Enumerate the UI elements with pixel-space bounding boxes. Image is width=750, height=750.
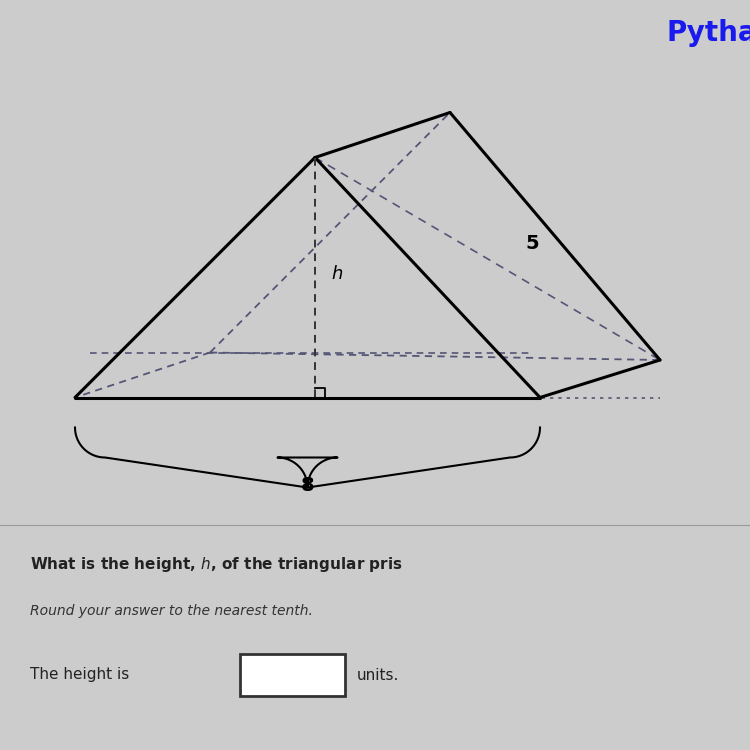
Text: 5: 5: [526, 234, 539, 254]
Text: The height is: The height is: [30, 668, 129, 682]
Text: h: h: [332, 265, 343, 283]
Text: units.: units.: [356, 668, 399, 682]
Text: Pytha: Pytha: [667, 19, 750, 46]
Text: What is the height, $h$, of the triangular pris: What is the height, $h$, of the triangul…: [30, 555, 403, 574]
FancyBboxPatch shape: [240, 654, 345, 696]
Text: Round your answer to the nearest tenth.: Round your answer to the nearest tenth.: [30, 604, 313, 618]
Text: 8: 8: [301, 476, 314, 495]
